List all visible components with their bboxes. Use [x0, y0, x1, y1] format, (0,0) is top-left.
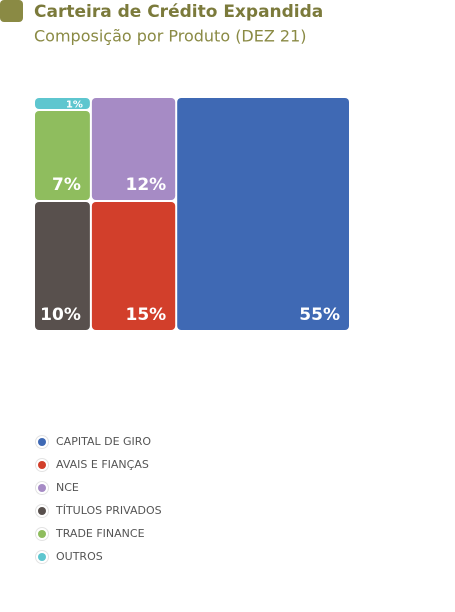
- treemap-cell: [35, 111, 90, 200]
- treemap-cell: [35, 202, 90, 330]
- treemap-cell: [35, 98, 90, 109]
- value-label: 12%: [125, 175, 166, 195]
- value-label: 15%: [125, 305, 166, 325]
- legend-marker: [38, 530, 46, 538]
- legend-label: CAPITAL DE GIRO: [56, 435, 151, 448]
- treemap-cell: [91, 202, 176, 330]
- title-icon: [0, 0, 23, 22]
- legend-label: TRADE FINANCE: [55, 527, 145, 540]
- legend-label: OUTROS: [56, 550, 103, 563]
- treemap-cell: [177, 98, 349, 330]
- legend-marker: [38, 484, 46, 492]
- chart-subtitle: Composição por Produto (DEZ 21): [34, 27, 307, 46]
- treemap-cell: [91, 98, 176, 200]
- value-label: 55%: [299, 305, 340, 325]
- legend-marker: [38, 438, 46, 446]
- legend-marker: [38, 553, 46, 561]
- legend-label: TÍTULOS PRIVADOS: [55, 504, 162, 517]
- chart-title: Carteira de Crédito Expandida: [34, 2, 323, 22]
- value-label: 10%: [40, 305, 81, 325]
- legend-label: AVAIS E FIANÇAS: [56, 458, 149, 471]
- legend-label: NCE: [56, 481, 79, 494]
- value-label: 7%: [52, 175, 81, 195]
- legend-marker: [38, 461, 46, 469]
- value-label: 1%: [66, 100, 83, 111]
- legend-marker: [38, 507, 46, 515]
